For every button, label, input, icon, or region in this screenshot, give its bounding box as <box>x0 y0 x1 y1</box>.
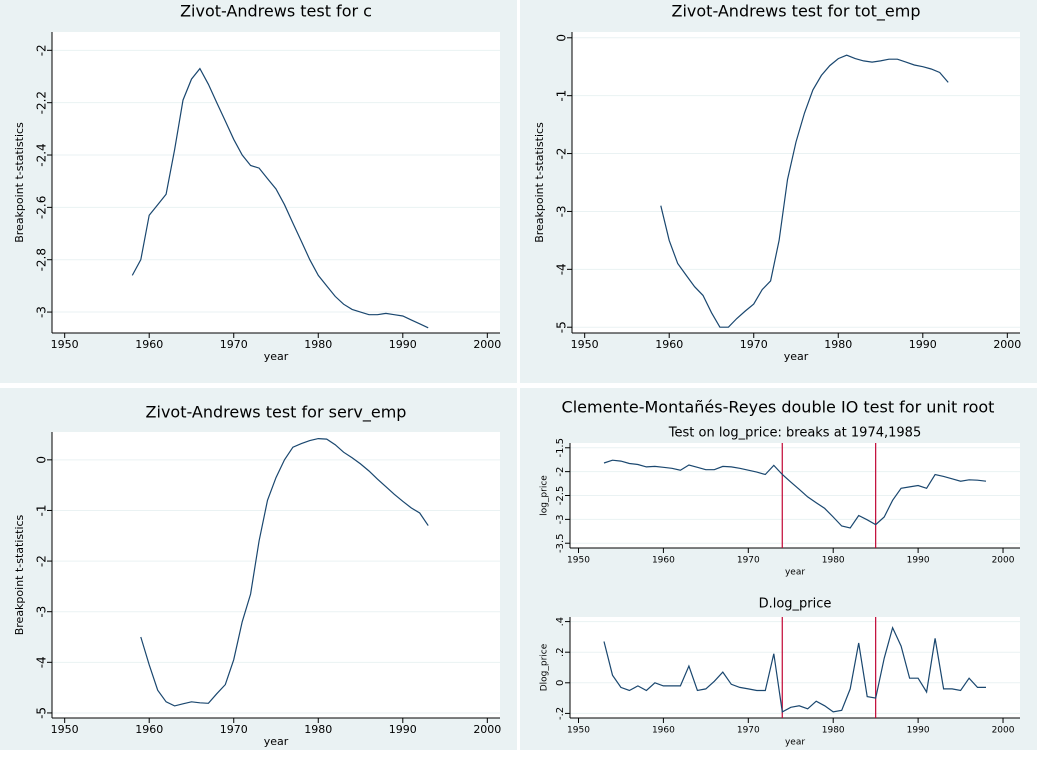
y-tick-label: -2.2 <box>35 91 49 114</box>
x-tick-label: 1990 <box>907 556 930 566</box>
y-tick-label: -2.4 <box>35 143 49 166</box>
chart-title: Zivot-Andrews test for serv_emp <box>146 403 407 423</box>
x-tick-label: 2000 <box>993 338 1021 351</box>
y-tick-label: -1 <box>555 90 569 102</box>
x-tick-label: 1970 <box>220 723 248 736</box>
y-axis-label: Dlog_price <box>540 643 550 691</box>
y-tick-label: 0 <box>555 34 569 42</box>
chart-title: D.log_price <box>759 597 832 612</box>
plot-area <box>572 32 1020 333</box>
plot-area <box>52 32 500 333</box>
x-tick-label: 2000 <box>473 338 501 351</box>
data-line <box>140 437 429 707</box>
x-tick-label: 1990 <box>389 338 417 351</box>
x-tick-label: 1960 <box>652 556 675 566</box>
y-tick-label: .4 <box>555 617 566 627</box>
y-axis-label: Breakpoint t-statistics <box>13 514 26 635</box>
x-tick-label: 2000 <box>992 726 1015 736</box>
x-tick-label: 2000 <box>992 556 1015 566</box>
data-line <box>603 459 987 529</box>
x-tick-label: 1980 <box>822 556 845 566</box>
y-tick-label: -2 <box>35 44 49 56</box>
y-tick-label: -3.5 <box>555 533 566 553</box>
x-tick-label: 1960 <box>135 338 163 351</box>
y-tick-label: -5 <box>555 321 569 333</box>
x-tick-label: 1950 <box>571 338 599 351</box>
data-line <box>131 67 429 329</box>
x-tick-label: 1970 <box>220 338 248 351</box>
x-tick-label: 1980 <box>304 723 332 736</box>
y-tick-label: -4 <box>555 263 569 275</box>
x-axis-label: year <box>785 738 805 748</box>
x-tick-label: 1970 <box>737 726 760 736</box>
y-tick-label: -3 <box>555 205 569 217</box>
y-tick-label: -1.5 <box>555 438 566 458</box>
y-tick-label: -2.8 <box>35 248 49 271</box>
plot-area <box>52 432 500 718</box>
y-axis-label: Breakpoint t-statistics <box>13 122 26 243</box>
x-tick-label: 1960 <box>652 726 675 736</box>
x-tick-label: 1990 <box>909 338 937 351</box>
plot-area <box>570 617 1020 718</box>
x-axis-label: year <box>784 350 809 363</box>
data-line <box>603 625 986 713</box>
y-tick-label: -3 <box>35 306 49 318</box>
y-tick-label: -2 <box>35 555 49 567</box>
x-axis-label: year <box>785 568 805 578</box>
y-tick-label: -.2 <box>555 707 566 720</box>
x-tick-label: 1960 <box>135 723 163 736</box>
x-tick-label: 1960 <box>655 338 683 351</box>
y-tick-label: -2.5 <box>555 486 566 506</box>
y-tick-label: -2.6 <box>35 196 49 219</box>
y-tick-label: -3 <box>35 606 49 618</box>
y-tick-label: -5 <box>35 707 49 719</box>
y-tick-label: 0 <box>555 680 566 686</box>
y-tick-label: -1 <box>35 504 49 516</box>
x-tick-label: 1970 <box>737 556 760 566</box>
x-tick-label: 1980 <box>304 338 332 351</box>
x-tick-label: 1980 <box>824 338 852 351</box>
data-line <box>660 54 949 328</box>
y-axis-label: log_price <box>540 475 550 516</box>
chart-title: Zivot-Andrews test for tot_emp <box>672 2 921 22</box>
x-tick-label: 1970 <box>740 338 768 351</box>
x-tick-label: 1950 <box>51 338 79 351</box>
chart-title: Test on log_price: breaks at 1974,1985 <box>668 426 921 441</box>
y-axis-label: Breakpoint t-statistics <box>533 122 546 243</box>
x-tick-label: 1950 <box>567 556 590 566</box>
x-tick-label: 1950 <box>51 723 79 736</box>
y-tick-label: -4 <box>35 656 49 668</box>
x-tick-label: 1990 <box>907 726 930 736</box>
panel-title: Clemente-Montañés-Reyes double IO test f… <box>562 398 995 417</box>
x-tick-label: 1950 <box>567 726 590 736</box>
x-tick-label: 1980 <box>822 726 845 736</box>
x-tick-label: 2000 <box>473 723 501 736</box>
y-tick-label: .2 <box>555 647 566 657</box>
y-tick-label: -3 <box>555 514 566 524</box>
y-tick-label: 0 <box>35 456 49 464</box>
x-tick-label: 1990 <box>389 723 417 736</box>
y-tick-label: -2 <box>555 148 569 160</box>
x-axis-label: year <box>264 735 289 748</box>
chart-title: Zivot-Andrews test for c <box>180 2 372 21</box>
x-axis-label: year <box>264 350 289 363</box>
y-tick-label: -2 <box>555 467 566 477</box>
